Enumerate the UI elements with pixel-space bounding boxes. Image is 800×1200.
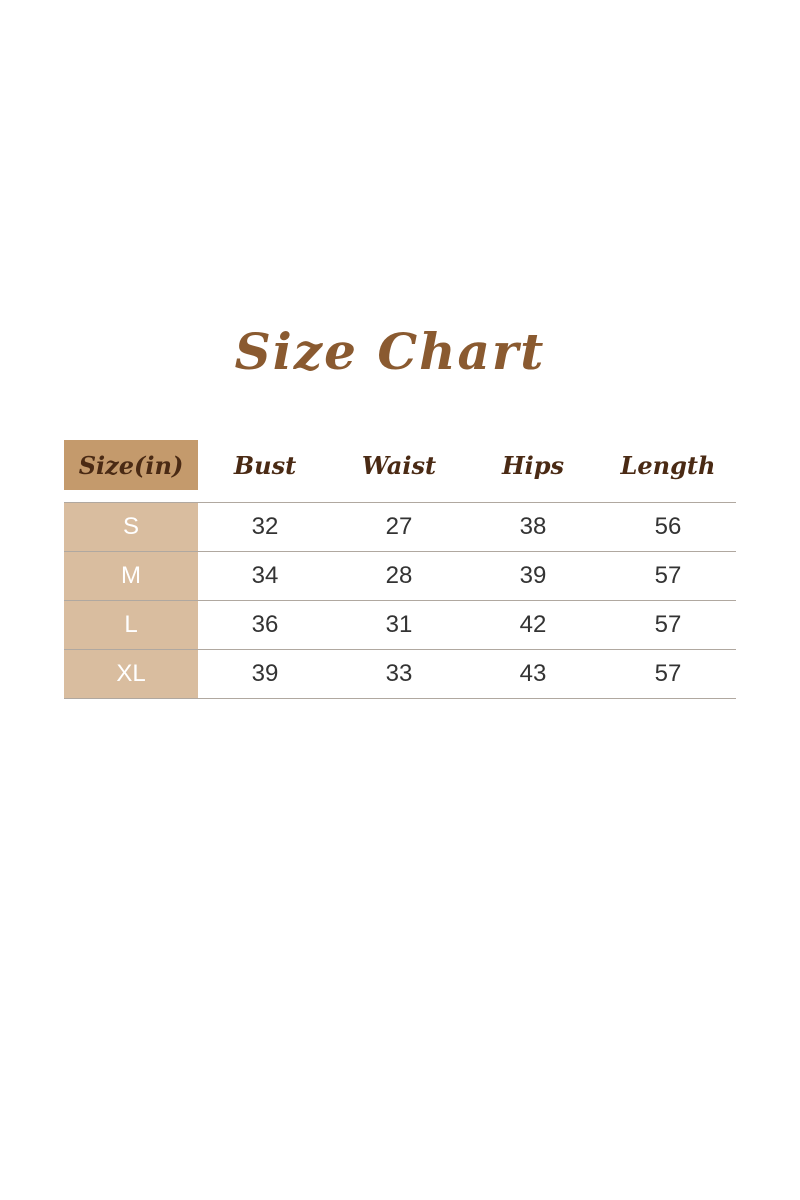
measurement-cell: 38: [519, 513, 547, 540]
measurement-cell: 57: [654, 660, 682, 687]
measurement-cell: 34: [251, 562, 279, 589]
size-label-cell: S: [64, 503, 198, 551]
size-table: Size(in) Bust Waist Hips Length S 32 27 38 56 M 34 2…: [64, 440, 736, 699]
measurement-cell: 32: [251, 513, 279, 540]
size-label-cell: L: [64, 601, 198, 649]
measurement-cell: 39: [251, 660, 279, 687]
column-header: Length: [620, 450, 716, 480]
measurement-cell: 39: [519, 562, 547, 589]
measurement-cell: 42: [519, 611, 547, 638]
table-row: L 36 31 42 57: [64, 600, 736, 649]
measurement-cell: 43: [519, 660, 547, 687]
table-body: S 32 27 38 56 M 34 28 39 57 L 36 31 42 57 XL 39 33 43 57: [64, 502, 736, 699]
chart-title: Size Chart: [234, 322, 546, 381]
measurement-cell: 31: [385, 611, 413, 638]
size-label-cell: M: [64, 552, 198, 600]
measurement-cell: 57: [654, 611, 682, 638]
column-header: Bust: [233, 450, 297, 480]
measurement-cell: 27: [385, 513, 413, 540]
measurement-cell: 56: [654, 513, 682, 540]
header-row: Size(in) Bust Waist Hips Length: [64, 440, 736, 490]
column-header: Hips: [501, 450, 565, 480]
table-row: XL 39 33 43 57: [64, 649, 736, 699]
column-header: Size(in): [64, 440, 198, 490]
table-row: M 34 28 39 57: [64, 551, 736, 600]
column-header: Waist: [361, 450, 437, 480]
measurement-cell: 33: [385, 660, 413, 687]
measurement-cell: 57: [654, 562, 682, 589]
table-row: S 32 27 38 56: [64, 502, 736, 551]
size-label-cell: XL: [64, 650, 198, 698]
measurement-cell: 36: [251, 611, 279, 638]
measurement-cell: 28: [385, 562, 413, 589]
